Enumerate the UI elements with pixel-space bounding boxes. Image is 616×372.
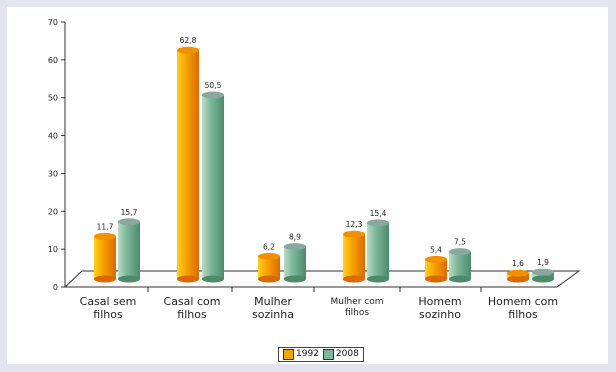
bar-1992: [177, 46, 199, 283]
bar-top: [284, 243, 306, 251]
floor: [63, 270, 581, 288]
bar-1992: [258, 252, 280, 283]
bar-top: [118, 218, 140, 226]
y-tick-label: 50: [48, 94, 58, 103]
bar-body: [118, 221, 140, 279]
bar-base: [449, 275, 471, 283]
bar-base: [284, 275, 306, 283]
bar-base: [118, 275, 140, 283]
category-label: Mulher com: [331, 297, 384, 307]
category-label: Casal sem: [80, 295, 137, 308]
data-label: 12,3: [346, 220, 363, 229]
bar-1992: [507, 269, 529, 283]
bar-top: [425, 255, 447, 263]
y-tick-label: 10: [48, 245, 58, 254]
bar-body: [367, 222, 389, 279]
legend: 1992 2008: [278, 347, 364, 362]
bar-2008: [118, 218, 140, 283]
chart-panel: 0 10 20 30 40 50 60 70 11,7 62,8 6,2 12,3 5,4 1,6 15,…: [7, 7, 608, 364]
bar-base: [343, 275, 365, 283]
data-label: 1,6: [512, 259, 524, 268]
bar-2008: [449, 248, 471, 283]
bar-body: [202, 95, 224, 280]
bar-body: [94, 236, 116, 279]
data-label: 6,2: [263, 242, 275, 251]
data-label: 8,9: [289, 233, 301, 242]
y-tick-label: 20: [48, 207, 58, 216]
category-label: Homem: [418, 295, 461, 308]
bar-body: [449, 251, 471, 279]
category-label: filhos: [345, 308, 369, 318]
category-label: Casal com: [164, 295, 221, 308]
data-label: 7,5: [454, 238, 466, 247]
y-tick-label: 30: [48, 169, 58, 178]
bar-top: [507, 269, 529, 277]
y-tick-label: 60: [48, 56, 58, 65]
data-label: 1,9: [537, 258, 549, 267]
legend-item-2008: 2008: [322, 349, 359, 360]
bar-base: [94, 275, 116, 283]
legend-label-2008: 2008: [335, 349, 359, 359]
bar-base: [258, 275, 280, 283]
bar-top: [532, 268, 554, 276]
category-label: filhos: [93, 308, 123, 321]
bar-base: [177, 275, 199, 283]
bar-body: [425, 259, 447, 279]
bar-1992: [343, 230, 365, 283]
y-tick-label: 70: [48, 18, 58, 27]
category-label: Mulher: [254, 295, 292, 308]
bar-top: [202, 91, 224, 99]
bar-base: [425, 275, 447, 283]
data-label: 15,7: [121, 208, 138, 217]
bar-2008: [532, 268, 554, 283]
data-label: 5,4: [430, 245, 442, 254]
legend-item-1992: 1992: [283, 349, 319, 360]
bar-chart: 0 10 20 30 40 50 60 70 11,7 62,8 6,2 12,3 5,4 1,6 15,…: [48, 18, 581, 321]
bar-body: [284, 246, 306, 279]
bar-body: [343, 234, 365, 279]
bar-body: [258, 256, 280, 279]
bar-2008: [202, 91, 224, 283]
bar-2008: [367, 219, 389, 283]
bar-1992: [94, 232, 116, 283]
bar-body: [177, 50, 199, 279]
bar-2008: [284, 243, 306, 283]
category-label: filhos: [508, 308, 538, 321]
bar-top: [258, 252, 280, 260]
y-tick-label: 40: [48, 132, 58, 141]
data-label: 15,4: [370, 209, 387, 218]
bar-1992: [425, 255, 447, 283]
bar-top: [94, 232, 116, 240]
legend-swatch-1992: [283, 349, 294, 360]
category-label: filhos: [177, 308, 207, 321]
data-label: 11,7: [97, 222, 114, 231]
category-label: Homem com: [488, 295, 558, 308]
data-label: 50,5: [205, 81, 222, 90]
legend-swatch-2008: [322, 349, 334, 360]
bar-top: [343, 230, 365, 238]
y-tick-label: 0: [53, 283, 58, 292]
bar-top: [449, 248, 471, 256]
bar-base: [367, 275, 389, 283]
data-label: 62,8: [180, 36, 197, 45]
category-label: sozinho: [419, 308, 461, 321]
bar-top: [177, 46, 199, 54]
category-label: sozinha: [252, 308, 294, 321]
bar-base: [532, 275, 554, 283]
bar-top: [367, 219, 389, 227]
bar-base: [507, 275, 529, 283]
bar-base: [202, 275, 224, 283]
legend-label-1992: 1992: [296, 349, 319, 359]
